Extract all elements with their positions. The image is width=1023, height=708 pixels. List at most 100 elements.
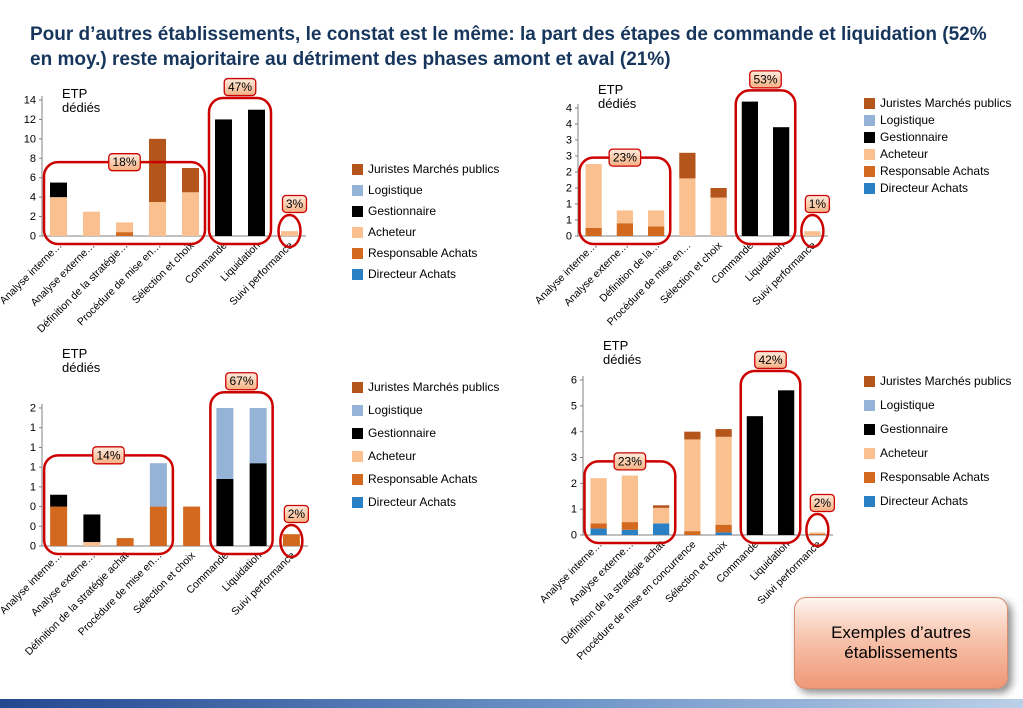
callout-badge [749,70,782,89]
legend-label: Acheteur [880,446,929,460]
legend-item: Gestionnaire [864,130,1011,144]
x-axis-label: Suivi performance [227,240,295,308]
y-tick-label: 3 [566,151,572,163]
bar-segment [715,436,732,525]
callout-badge [283,504,310,524]
legend-label: Gestionnaire [368,204,437,218]
bar-segment [710,188,727,198]
callout-label: 23% [618,454,642,468]
legend-item: Directeur Achats [864,181,1011,195]
y-tick-label: 10 [24,133,36,145]
y-tick-label: 1 [566,199,572,211]
bar-segment [653,523,670,535]
y-tick-label: 3 [571,452,577,464]
y-tick-label: 0 [566,231,572,243]
note-text: Exemples d’autres établissements [831,623,971,662]
legend-item: Juristes Marchés publics [864,96,1011,110]
callout-badge [613,452,647,471]
legend-label: Acheteur [880,147,929,161]
callout-label: 2% [288,507,306,521]
bar-segment [616,210,633,224]
bar-segment [684,431,701,440]
y-tick-label: 1 [571,504,577,516]
legend-label: Logistique [368,403,423,417]
bar-segment [679,178,696,236]
legend-swatch [352,404,363,416]
bar-segment [809,533,826,535]
legend-swatch [864,182,875,194]
y-tick-label: 4 [571,426,577,438]
y-tick-label: 12 [24,114,36,126]
highlight-ellipse [800,213,825,249]
legend-label: Juristes Marchés publics [368,162,500,176]
bar-segment [804,231,821,236]
bar-segment [50,182,67,198]
y-tick-label: 3 [566,135,572,147]
bar-segment [50,197,67,236]
legend-swatch [864,495,875,507]
legend-label: Acheteur [368,225,417,239]
legend-item: Acheteur [352,225,499,239]
bar-segment [149,506,167,546]
chart-legend: Juristes Marchés publics Logistique Gestio… [352,162,499,281]
callout-label: 1% [809,197,827,211]
legend-swatch [864,447,875,459]
bar-segment [715,532,732,535]
bar-segment [684,439,701,532]
chart-top-left: Juristes Marchés publics Logistique Gestio… [0,77,536,346]
legend-swatch [352,381,363,393]
callout-badge [809,493,836,513]
legend-label: Acheteur [368,449,417,463]
legend-swatch [352,427,363,439]
y-tick-label: 4 [566,103,572,115]
legend-label: Gestionnaire [880,130,949,144]
legend-label: Logistique [880,398,935,412]
bar-segment [149,463,167,507]
legend-label: Directeur Achats [368,267,457,281]
legend-swatch [352,268,363,280]
note-box: Exemples d’autres établissements [794,597,1008,689]
callout-label: 42% [758,353,782,367]
slide-title: Pour d’autres établissements, le constat… [30,24,987,71]
bar-segment [50,494,68,507]
bar-segment [249,463,267,546]
bar-segment [83,542,101,546]
bar-segment [585,164,602,228]
bar-segment [590,523,607,529]
legend-item: Gestionnaire [352,204,499,218]
axis-title: ETP dédiés [62,346,101,375]
legend-swatch [352,450,363,462]
legend-label: Juristes Marchés publics [880,96,1012,110]
highlight-ellipse [279,523,304,559]
bar-segment [773,127,790,236]
legend-item: Responsable Achats [352,246,499,260]
bar-segment [83,211,100,236]
bar-segment [653,507,670,524]
y-tick-label: 0 [30,521,36,533]
legend-label: Responsable Achats [368,472,478,486]
bar-segment [741,101,758,236]
callout-badge [281,194,308,214]
highlight-ellipse [805,512,830,548]
y-tick-label: 4 [566,119,572,131]
callout-badge [608,148,642,167]
callout-badge [804,194,831,214]
highlight-ellipse [277,213,302,249]
legend-item: Directeur Achats [352,267,499,281]
legend-item: Juristes Marchés publics [352,380,499,394]
legend-item: Gestionnaire [864,422,1011,436]
legend-swatch [864,375,875,387]
legend-label: Responsable Achats [880,470,990,484]
bar-segment [248,109,265,236]
axis-title: ETP dédiés [598,82,637,111]
y-tick-label: 0 [30,541,36,553]
bar-segment [621,529,638,535]
legend-swatch [864,114,875,126]
highlight-box [209,390,274,556]
chart-bottom-left: Juristes Marchés publics Logistique Gestio… [0,344,536,658]
bar-segment [648,226,665,236]
axis-title: ETP dédiés [603,338,642,367]
